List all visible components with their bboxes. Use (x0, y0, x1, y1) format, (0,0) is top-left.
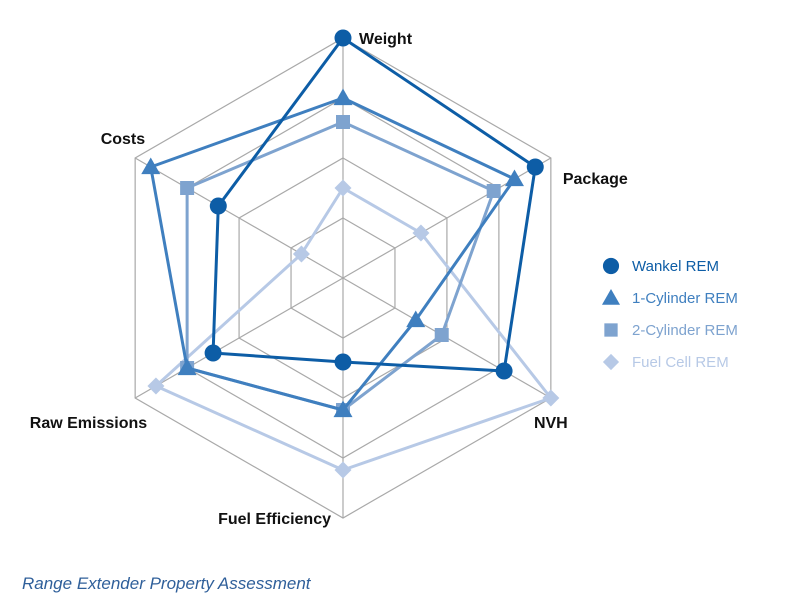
data-point-circle (495, 362, 513, 380)
data-point-triangle (333, 88, 353, 106)
data-point-triangle (406, 310, 426, 328)
axis-label-package: Package (563, 171, 628, 188)
axis-label-nvh: NVH (534, 415, 568, 432)
data-point-diamond (334, 179, 352, 197)
legend-label: Wankel REM (632, 258, 719, 275)
axis-label-fuel-efficiency: Fuel Efficiency (218, 511, 331, 528)
legend-label: Fuel Cell REM (632, 354, 729, 371)
series-line (149, 96, 516, 412)
figure-caption: Range Extender Property Assessment (22, 574, 312, 593)
data-point-triangle (141, 157, 161, 175)
data-point-diamond (147, 377, 165, 395)
legend-label: 1-Cylinder REM (632, 290, 738, 307)
legend-marker-circle (602, 257, 620, 275)
series-wankel-rem (204, 29, 544, 380)
legend-label: 2-Cylinder REM (632, 322, 738, 339)
grid-spoke (134, 277, 344, 399)
data-point-circle (209, 197, 227, 215)
data-point-circle (334, 29, 352, 47)
data-point-square (180, 181, 195, 195)
data-point-diamond (292, 245, 310, 263)
data-point-triangle (504, 169, 524, 187)
data-point-triangle (333, 400, 353, 418)
radar-series (141, 29, 560, 479)
data-point-circle (204, 344, 222, 362)
legend-item: 1-Cylinder REM (601, 288, 738, 307)
series-fuel-cell-rem (147, 179, 560, 479)
axis-labels: Weight Package NVH Fuel Efficiency Raw Emiss… (30, 31, 628, 528)
legend-item: 2-Cylinder REM (604, 322, 738, 339)
data-point-diamond (412, 224, 430, 242)
grid-spoke (134, 157, 344, 279)
data-point-triangle (177, 358, 197, 376)
legend-item: Wankel REM (602, 257, 719, 275)
data-point-diamond (542, 389, 560, 407)
legend-marker-triangle (601, 288, 621, 305)
axis-label-raw-emissions: Raw Emissions (30, 415, 147, 432)
legend-marker-square (604, 323, 618, 337)
data-point-square (336, 115, 350, 129)
radar-grid (134, 37, 552, 519)
legend: Wankel REM 1-Cylinder REM 2-Cylinder REM Fu… (601, 257, 738, 371)
data-point-circle (334, 353, 352, 371)
data-point-square (434, 328, 449, 342)
legend-item: Fuel Cell REM (602, 353, 729, 371)
legend-marker-diamond (602, 353, 620, 371)
data-point-square (486, 184, 501, 198)
data-point-diamond (334, 461, 352, 479)
axis-label-costs: Costs (101, 131, 146, 148)
axis-label-weight: Weight (359, 31, 413, 48)
data-point-circle (526, 158, 544, 176)
series-1-cylinder-rem (141, 88, 524, 418)
